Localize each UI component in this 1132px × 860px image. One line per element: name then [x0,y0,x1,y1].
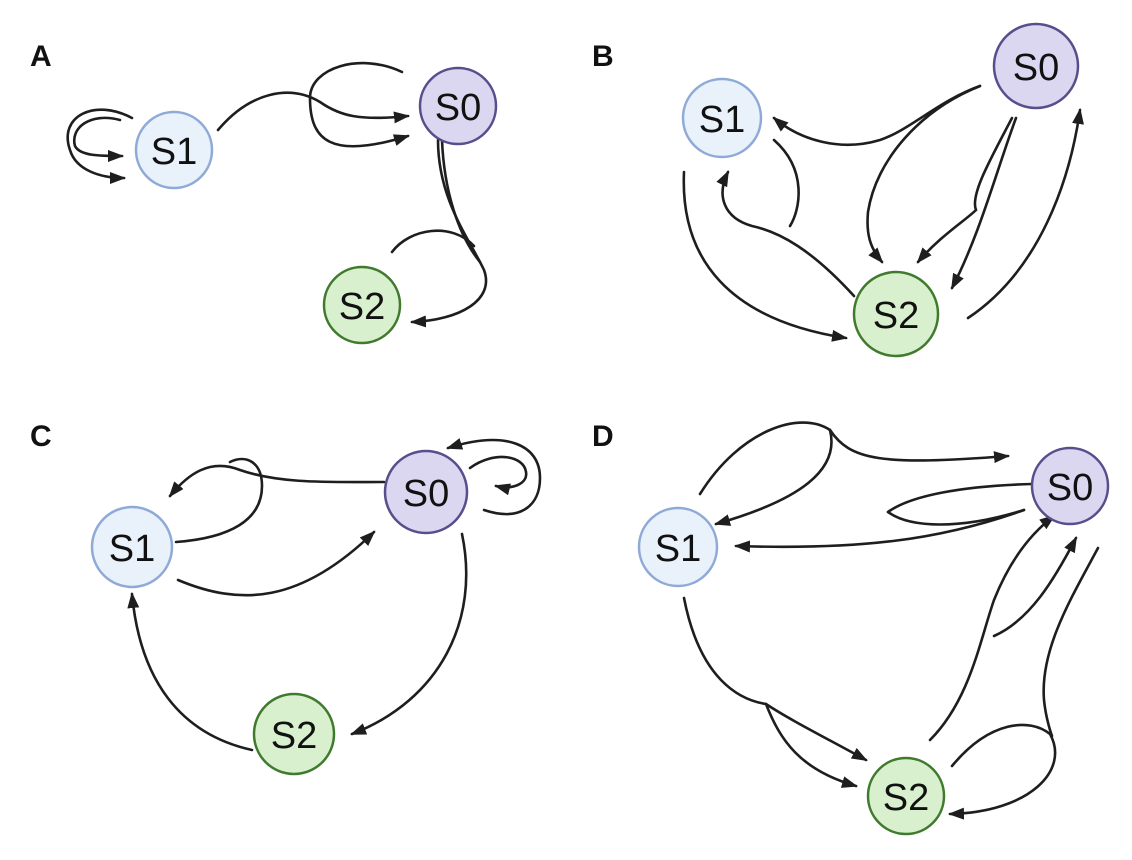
panel-d: D S1 S0 S2 [592,420,1110,836]
panel-c-node-s0-label: S0 [403,473,449,515]
panel-d-node-s0-label: S0 [1047,467,1093,509]
panel-d-node-s1: S1 [637,506,719,588]
panel-c-label: C [30,420,52,453]
panel-b-node-s2-label: S2 [873,295,919,337]
panel-a-node-s1-label: S1 [151,131,197,173]
panel-d-edge-s0-to-s1-upper [714,428,833,526]
panel-a-edge-s1-to-s0-loop [308,61,410,148]
panel-d-edge-s0-loop-down [1042,546,1100,738]
panel-d-edge-s1-to-s0-top [828,428,1010,464]
panel-a-edge-s1-self-loop-outer [66,108,134,184]
panel-b-node-s0-label: S0 [1013,47,1059,89]
panel-b-edge-s2-to-s0 [966,108,1084,320]
panel-b-node-s1-label: S1 [699,99,745,141]
panel-a-node-s2-label: S2 [339,286,385,328]
panel-c-node-s0: S0 [383,449,469,535]
panel-d-edges [682,421,1100,820]
panel-d-node-s2: S2 [866,756,946,836]
panel-d-edge-s0-to-s1-lower-join [886,508,1026,526]
panel-c-edge-s2-to-s1 [127,592,254,752]
panel-c-edge-s1-to-s0 [176,530,376,597]
panel-d-edge-s0-to-s1-middle-start [886,482,1034,514]
panel-c-node-s2-label: S2 [271,715,317,757]
panel-d-edge-s1-to-s2-inner [682,596,868,762]
panel-b-edges [682,84,1084,342]
panel-b-edge-s0-to-s2-left [866,84,982,264]
panel-d-edge-s1-to-s0-top-start [698,421,832,496]
panel-c-node-s1-label: S1 [109,528,155,570]
panel-c: C S1 S0 S2 [30,420,542,776]
panel-d-edge-s2-to-s0-left [928,514,1056,742]
panel-a-node-s2: S2 [322,265,402,345]
panel-d-edge-s0-to-s2-loop [948,723,1057,820]
panel-c-edge-s1-loop [174,457,264,544]
panel-d-node-s2-label: S2 [883,777,929,819]
panel-c-edge-s0-self-loop-inner [468,455,528,496]
panel-b-edge-s0-to-s2-middle [916,116,1014,264]
panel-c-edge-s0-to-s1 [168,464,386,498]
panel-a-node-s0: S0 [418,66,498,146]
panel-b: B S1 S0 S2 [592,22,1084,358]
panel-a-node-s1: S1 [134,110,214,190]
panel-d-edge-s2-to-s0-right [992,536,1078,638]
panel-d-edge-s0-to-s1-lower [734,508,1026,553]
panel-a: A S1 S0 S2 [30,40,498,345]
panel-c-node-s2: S2 [252,692,336,776]
panel-c-edge-s0-self-loop-outer [446,438,542,516]
panel-a-edge-s2-to-s0 [390,229,476,254]
panel-b-node-s0: S0 [992,22,1080,110]
panel-a-edges [66,61,488,328]
panel-b-label: B [592,40,614,73]
panel-b-edge-s1-to-s2-outer [682,170,848,342]
panel-a-edge-s1-to-s0-upper [216,91,410,132]
panel-d-node-s0: S0 [1030,446,1110,526]
panel-a-node-s0-label: S0 [435,87,481,129]
panel-a-edge-s0-to-s2-outer [410,138,488,328]
panel-b-edge-s0-to-s1 [772,84,982,147]
panel-a-edge-s0-to-s2-inner [440,138,482,264]
panel-c-edge-s0-to-s2 [350,532,468,736]
panel-c-edges [127,438,542,752]
panel-d-label: D [592,420,614,453]
panel-b-node-s1: S1 [681,77,763,159]
panel-b-edge-s1-to-s2-curve [772,138,800,228]
panel-b-edge-s0-to-s2-right [950,116,1018,290]
panel-c-node-s1: S1 [90,505,174,589]
panel-b-node-s2: S2 [852,270,940,358]
panel-d-node-s1-label: S1 [655,528,701,570]
panel-a-edge-s1-self-loop-inner [72,116,124,162]
panel-a-label: A [30,40,52,73]
panel-d-edge-s1-to-s2-outer [764,702,858,788]
panel-b-edge-s2-to-s1 [716,170,856,298]
